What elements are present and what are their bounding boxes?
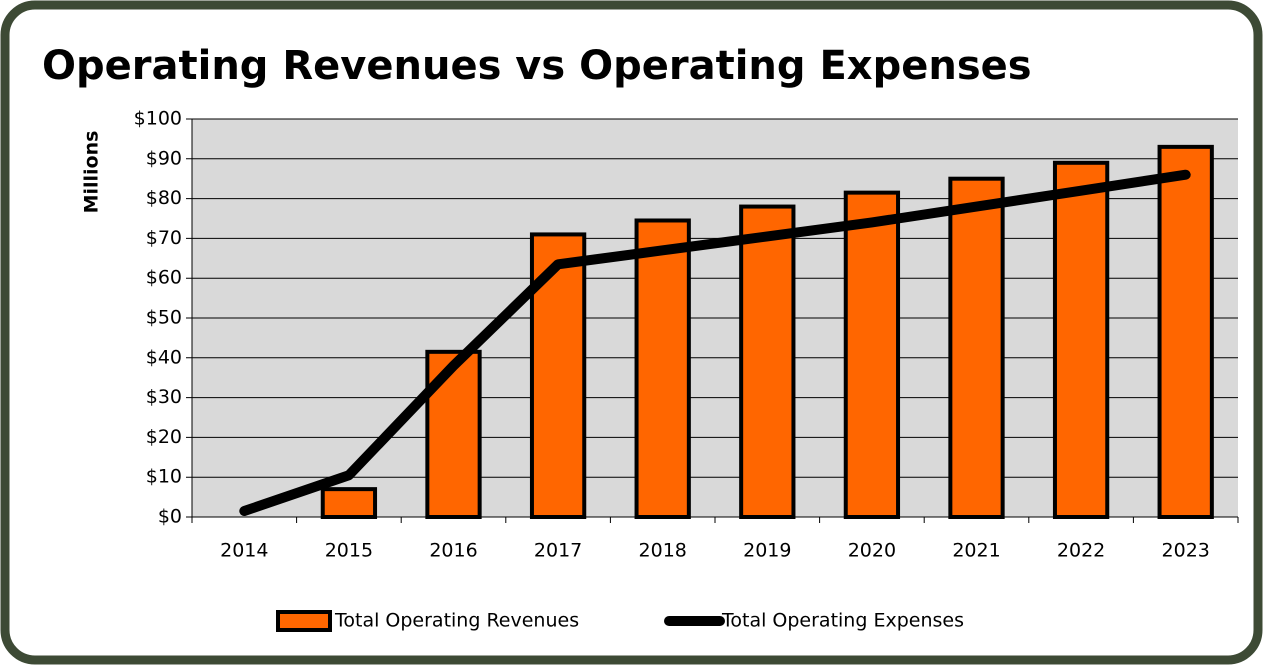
x-tick-label: 2018 bbox=[639, 540, 687, 562]
x-tick-label: 2020 bbox=[848, 540, 896, 562]
x-tick-label: 2014 bbox=[220, 540, 268, 562]
y-tick-label: $30 bbox=[146, 386, 182, 408]
x-tick-label: 2016 bbox=[429, 540, 477, 562]
y-tick-label: $10 bbox=[146, 466, 182, 488]
bar bbox=[1052, 160, 1110, 519]
bar bbox=[948, 176, 1005, 519]
bar bbox=[1157, 144, 1214, 520]
x-tick-label: 2015 bbox=[325, 540, 373, 562]
bar bbox=[320, 487, 378, 520]
y-tick-label: $40 bbox=[146, 346, 182, 368]
x-tick-label: 2019 bbox=[743, 540, 791, 562]
y-tick-label: $0 bbox=[158, 506, 182, 528]
bar bbox=[739, 204, 796, 519]
legend-label: Total Operating Expenses bbox=[721, 610, 964, 632]
y-tick-label: $80 bbox=[146, 187, 182, 209]
legend-swatch bbox=[276, 610, 332, 632]
x-tick-label: 2023 bbox=[1162, 540, 1210, 562]
x-tick-label: 2017 bbox=[534, 540, 582, 562]
bar bbox=[425, 349, 482, 519]
y-axis-title: Millions bbox=[81, 131, 103, 214]
x-tick-label: 2022 bbox=[1057, 540, 1105, 562]
y-tick-label: $70 bbox=[146, 227, 182, 249]
bar bbox=[843, 190, 901, 519]
y-tick-label: $20 bbox=[146, 426, 182, 448]
legend-label: Total Operating Revenues bbox=[334, 610, 579, 632]
chart-title: Operating Revenues vs Operating Expenses bbox=[42, 43, 1032, 89]
y-tick-label: $50 bbox=[146, 307, 182, 329]
line bbox=[239, 169, 1191, 517]
bar bbox=[634, 218, 691, 520]
y-tick-label: $60 bbox=[146, 267, 182, 289]
y-tick-label: $90 bbox=[146, 147, 182, 169]
x-tick-label: 2021 bbox=[952, 540, 1000, 562]
y-tick-label: $100 bbox=[134, 108, 182, 130]
